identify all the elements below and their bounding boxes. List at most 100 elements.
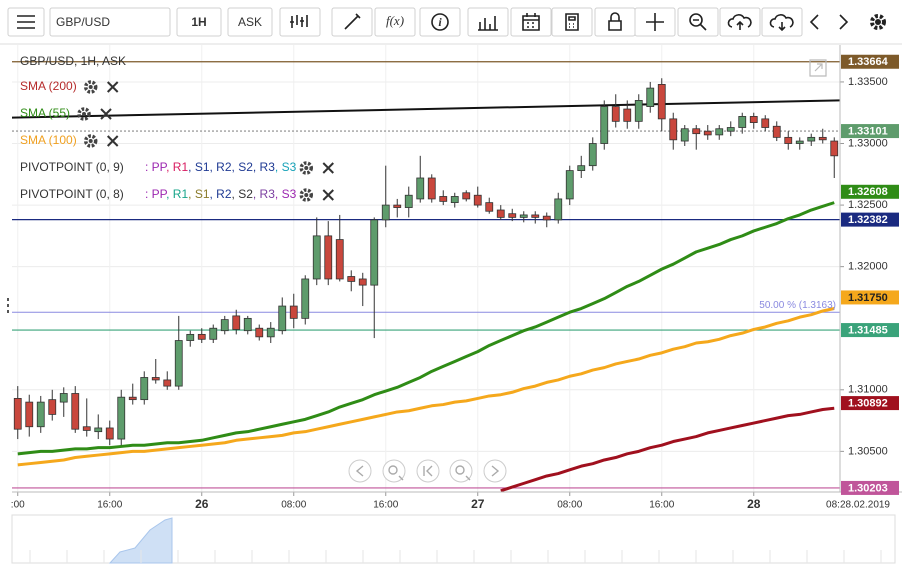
candle-body [335, 239, 344, 280]
candle-body [715, 128, 724, 136]
candle-body [657, 84, 666, 120]
pivot-name: PIVOTPOINT (0, 9) [20, 160, 124, 174]
settings-icon[interactable] [299, 188, 314, 202]
tool-icon: f(x) [386, 13, 404, 28]
candle-body [209, 327, 218, 340]
nav-glyph [455, 465, 465, 475]
toolbar: GBP/USD 1H ASK f(x) i [0, 0, 902, 42]
price-label: 1.32608 [848, 186, 888, 198]
candle-body [565, 170, 574, 200]
y-tick-label: 1.30500 [848, 445, 888, 457]
candle-body [36, 401, 45, 428]
pivot-item: , S3 [275, 160, 297, 174]
symbol-input[interactable] [49, 7, 171, 37]
settings-hub [304, 166, 309, 170]
nav-glyph [388, 465, 398, 475]
candle-body [117, 396, 126, 440]
candle-body [220, 319, 229, 332]
candle-body [358, 278, 367, 286]
interval-button[interactable] [176, 7, 222, 37]
settings-icon[interactable] [83, 134, 98, 148]
tool-button[interactable] [551, 7, 593, 37]
candle-body [82, 426, 91, 431]
candle-body [692, 128, 701, 135]
candle-body [105, 427, 114, 440]
settings-hub [88, 139, 93, 143]
price-label-bg [841, 212, 899, 227]
candle-body [312, 235, 321, 280]
y-tick-label: 1.32000 [848, 261, 888, 273]
price-label: 1.33101 [848, 125, 888, 137]
tool-icon [344, 13, 361, 30]
x-tick-label: 08:00 [557, 500, 582, 511]
candle-body [807, 136, 816, 142]
candle-body [243, 317, 252, 332]
remove-icon[interactable] [322, 189, 334, 201]
x-tick-label: :00 [11, 500, 25, 511]
candle-body [151, 377, 160, 381]
candle-body [416, 177, 425, 200]
pivot-item: , S3 [275, 187, 297, 201]
nav-glyph [355, 465, 364, 477]
tool-button[interactable] [279, 7, 321, 37]
tool-icon [646, 13, 664, 31]
pivot-item: , S1 [188, 160, 210, 174]
price-type-button[interactable] [227, 7, 273, 37]
remove-icon[interactable] [106, 81, 119, 93]
candle-body [301, 278, 310, 319]
fib-label: 50.00 % (1.3163) [759, 300, 836, 311]
pivot-item: : PP [145, 187, 168, 201]
pivot-items: : PP, R1, S1, R2, S2, R3, S3 [145, 160, 297, 174]
icon-part [693, 19, 707, 31]
date-label: 08:28.02.2019 [826, 500, 890, 511]
pivot-item: : PP [145, 160, 168, 174]
nav-button[interactable] [348, 459, 372, 483]
candle-body [59, 393, 68, 403]
candle-body [473, 194, 482, 206]
tool-button[interactable] [677, 7, 719, 37]
candle-body [726, 127, 735, 132]
nav-glyph [423, 465, 433, 477]
nav-button[interactable] [416, 459, 440, 483]
price-label-bg [841, 54, 899, 69]
sma-line [500, 406, 835, 492]
tool-button[interactable] [374, 7, 416, 37]
tool-button[interactable] [419, 7, 461, 37]
candle-body [772, 125, 781, 138]
expand-icon[interactable] [809, 59, 827, 77]
pivot-name: PIVOTPOINT (0, 8) [20, 187, 124, 201]
remove-icon[interactable] [322, 162, 334, 174]
pivot-item: , R2 [210, 160, 232, 174]
tool-icon [608, 12, 622, 31]
candle-body [795, 140, 804, 144]
legend-entry: SMA (55) [20, 106, 70, 120]
candle-body [404, 194, 413, 208]
x-tick-label: 08:00 [281, 500, 306, 511]
tool-button[interactable] [467, 7, 509, 37]
candle-body [496, 209, 505, 218]
candle-body [749, 116, 758, 123]
chart-title: GBP/USD, 1H, ASK [20, 54, 126, 68]
plot-layer [12, 45, 840, 492]
y-tick-label: 1.31000 [848, 384, 888, 396]
settings-icon[interactable] [77, 107, 91, 121]
settings-hub [82, 112, 87, 116]
price-label-bg [841, 124, 899, 139]
nav-glyph [398, 475, 404, 481]
price-label-bg [841, 184, 899, 199]
settings-icon[interactable] [299, 161, 314, 175]
candle-body [255, 327, 264, 338]
price-label: 1.31750 [848, 292, 888, 304]
remove-icon[interactable] [100, 108, 112, 120]
candle-body [623, 108, 632, 122]
remove-icon[interactable] [106, 135, 119, 147]
candle-body [25, 401, 34, 428]
settings-icon[interactable] [83, 80, 98, 94]
pivot-item: , R3 [253, 160, 275, 174]
navigator-area [108, 517, 173, 564]
icon-part [478, 16, 498, 31]
nav-button[interactable] [483, 459, 507, 483]
candle-body [761, 118, 770, 128]
y-tick-label: 1.33500 [848, 76, 888, 88]
tool-button[interactable] [510, 7, 552, 37]
